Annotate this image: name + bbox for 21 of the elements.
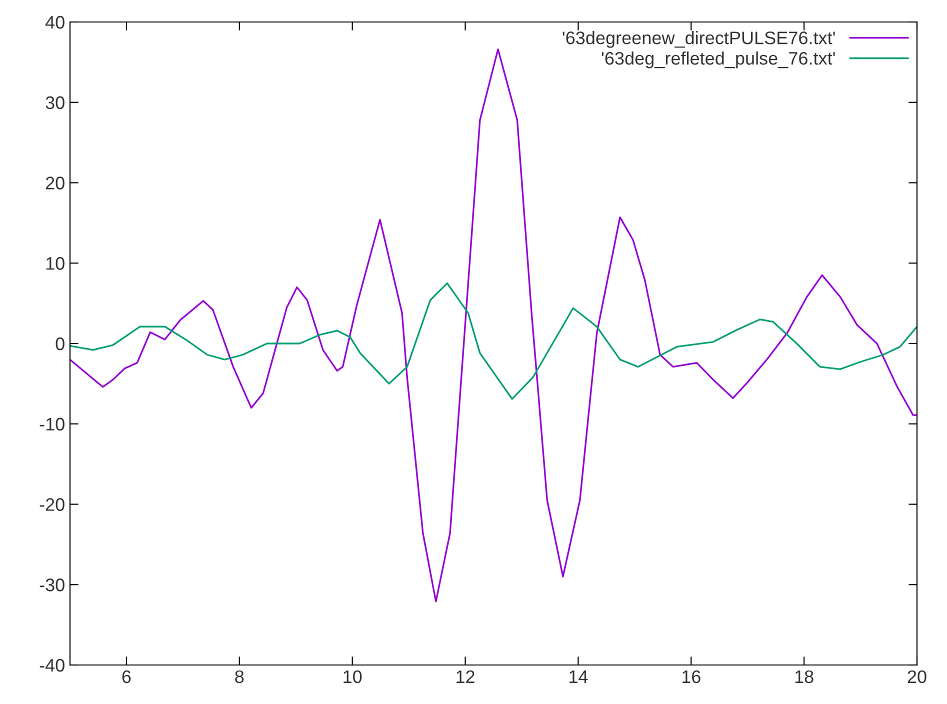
x-tick-label: 20	[908, 670, 926, 684]
x-tick-label: 16	[682, 670, 700, 684]
legend-label: '63degreenew_directPULSE76.txt'	[562, 31, 835, 48]
y-tick-label: 10	[46, 257, 64, 270]
y-tick-label: -40	[40, 658, 64, 672]
y-tick-label: -30	[40, 578, 64, 592]
y-tick-label: 20	[46, 176, 64, 190]
legend-label: '63deg_refleted_pulse_76.txt'	[602, 51, 835, 68]
y-tick-label: -10	[40, 418, 64, 431]
y-tick-label: 30	[46, 96, 64, 110]
x-tick-label: 10	[344, 670, 362, 684]
y-tick-label: 40	[45, 16, 64, 29]
x-tick-label: 8	[235, 670, 244, 684]
x-tick-label: 14	[570, 670, 588, 683]
line-series	[70, 48, 917, 602]
y-tick-label: 0	[56, 337, 64, 350]
x-tick-label: 18	[795, 670, 814, 684]
line-series	[70, 282, 917, 400]
y-tick-label: -20	[40, 498, 64, 511]
x-tick-label: 12	[456, 670, 474, 683]
x-tick-label: 6	[122, 670, 131, 684]
